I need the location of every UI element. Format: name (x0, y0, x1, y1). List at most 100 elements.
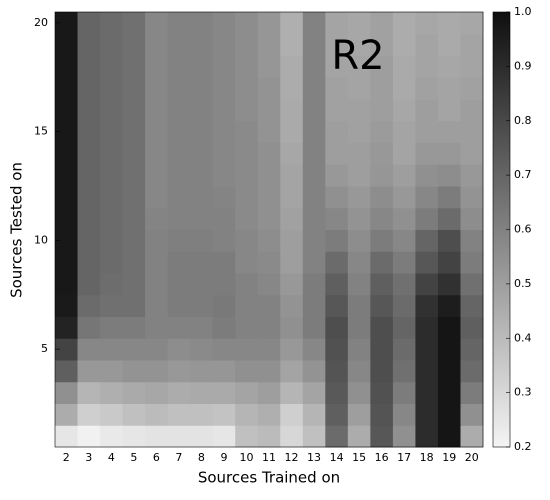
heat-cell (145, 338, 169, 361)
heat-cell (55, 251, 79, 274)
heat-cell (100, 207, 124, 230)
heat-cell (460, 294, 484, 317)
heat-cell (167, 403, 191, 426)
heat-cell (280, 294, 304, 317)
heat-cell (145, 316, 169, 339)
x-tick-label: 5 (130, 451, 137, 464)
heat-cell (347, 229, 371, 252)
heat-cell (122, 207, 146, 230)
heat-cell (235, 381, 259, 404)
heat-cell (437, 142, 461, 165)
heat-cell (122, 12, 146, 35)
heat-cell (145, 142, 169, 165)
heat-cell (460, 403, 484, 426)
heat-cell (167, 273, 191, 296)
heat-cell (302, 403, 326, 426)
heat-cell (77, 120, 101, 143)
heat-cell (460, 120, 484, 143)
heat-cell (392, 381, 416, 404)
heat-cell (280, 186, 304, 209)
heat-cell (325, 338, 349, 361)
heat-cell (460, 251, 484, 274)
y-tick-label: 5 (41, 342, 48, 355)
heat-cell (302, 316, 326, 339)
heat-cell (145, 77, 169, 100)
heat-cell (167, 164, 191, 187)
heat-cell (77, 33, 101, 56)
heat-cell (100, 381, 124, 404)
heat-cell (167, 338, 191, 361)
colorbar-tick-label: 0.9 (514, 59, 532, 72)
heat-cell (122, 294, 146, 317)
heat-cell (392, 207, 416, 230)
plot-frame (54, 11, 484, 448)
heat-cell (145, 207, 169, 230)
heat-cell (77, 381, 101, 404)
heat-cell (437, 251, 461, 274)
heat-cell (325, 403, 349, 426)
heat-cell (280, 425, 304, 448)
heat-cell (415, 360, 439, 383)
heat-cell (325, 229, 349, 252)
heat-cell (235, 360, 259, 383)
heat-cell (415, 142, 439, 165)
heat-cell (212, 425, 236, 448)
heat-cell (302, 273, 326, 296)
heat-cell (280, 55, 304, 78)
heat-cell (190, 360, 214, 383)
heat-cell (302, 425, 326, 448)
heat-cell (235, 186, 259, 209)
heat-cell (77, 55, 101, 78)
heat-cell (415, 403, 439, 426)
heat-cell (55, 164, 79, 187)
heat-cell (167, 294, 191, 317)
heat-cell (347, 273, 371, 296)
heat-cell (437, 294, 461, 317)
heat-cell (122, 186, 146, 209)
heat-cell (370, 229, 394, 252)
heat-cell (77, 403, 101, 426)
heat-cell (280, 12, 304, 35)
heat-cell (122, 229, 146, 252)
x-tick-label: 7 (175, 451, 182, 464)
heat-cell (100, 12, 124, 35)
heat-cell (100, 77, 124, 100)
heat-cell (190, 251, 214, 274)
heat-cell (145, 425, 169, 448)
heat-cell (280, 360, 304, 383)
heat-cell (415, 99, 439, 122)
heat-cell (325, 186, 349, 209)
colorbar-tick-label: 0.7 (514, 168, 532, 181)
heat-cell (257, 99, 281, 122)
heat-cell (370, 142, 394, 165)
heat-cell (122, 164, 146, 187)
heat-cell (190, 403, 214, 426)
heat-cell (370, 403, 394, 426)
heat-cell (122, 360, 146, 383)
heat-cell (325, 142, 349, 165)
heat-cell (415, 425, 439, 448)
heat-cell (77, 273, 101, 296)
heat-cell (212, 403, 236, 426)
heat-cell (280, 142, 304, 165)
heat-cell (167, 360, 191, 383)
heat-cell (280, 207, 304, 230)
x-tick-label: 16 (375, 451, 389, 464)
heat-cell (325, 33, 349, 56)
heat-cell (190, 273, 214, 296)
heat-cell (122, 77, 146, 100)
heat-cell (460, 142, 484, 165)
heat-cell (370, 99, 394, 122)
heat-cell (460, 207, 484, 230)
heat-cell (122, 120, 146, 143)
heat-cell (145, 186, 169, 209)
heat-cell (437, 99, 461, 122)
heat-cell (370, 273, 394, 296)
heat-cell (257, 316, 281, 339)
heat-cell (370, 33, 394, 56)
heat-cell (257, 251, 281, 274)
heat-cell (302, 186, 326, 209)
heat-cell (122, 251, 146, 274)
x-tick-label: 13 (307, 451, 321, 464)
heat-cell (437, 316, 461, 339)
